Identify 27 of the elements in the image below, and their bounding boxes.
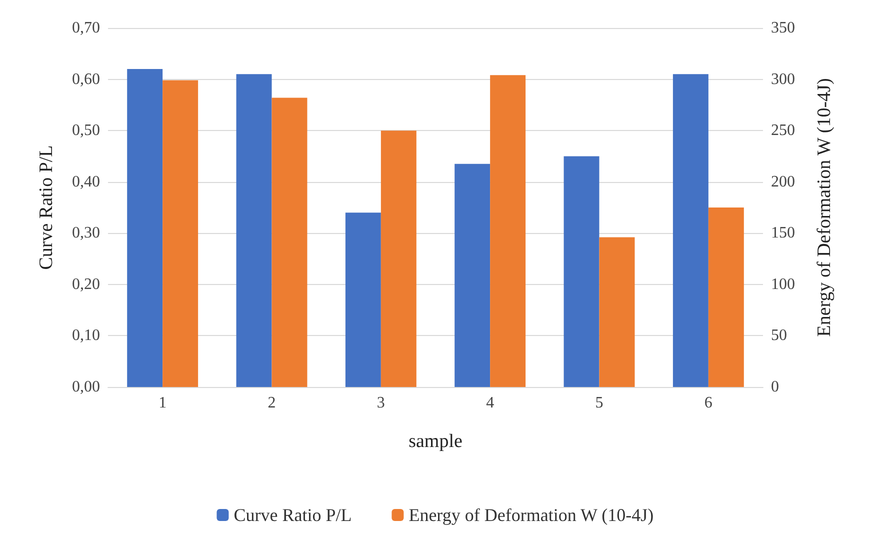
y2-tick-label: 100 — [771, 276, 795, 293]
y-tick-label: 0,70 — [72, 20, 100, 36]
y2-tick-label: 50 — [771, 327, 787, 344]
y2-axis-title: Energy of Deformation W (10-4J) — [814, 78, 835, 337]
y-tick-label: 0,00 — [72, 378, 100, 396]
y2-tick-label: 0 — [771, 378, 779, 396]
y2-tick-label: 250 — [771, 122, 795, 140]
y-tick-label: 0,10 — [72, 327, 100, 344]
y-tick-label: 0,30 — [72, 224, 100, 242]
y-axis-title: Curve Ratio P/L — [36, 145, 57, 270]
x-tick-label: 4 — [486, 394, 494, 412]
y2-tick-label: 300 — [771, 70, 795, 88]
x-tick-label: 1 — [158, 394, 167, 412]
y2-tick-label: 200 — [771, 173, 795, 190]
legend-label: Energy of Deformation W (10-4J) — [408, 505, 654, 525]
x-axis-title: sample — [408, 431, 462, 452]
x-tick-label: 5 — [595, 394, 604, 412]
y-tick-label: 0,20 — [72, 276, 100, 293]
x-tick-label: 3 — [376, 394, 385, 412]
y-tick-label: 0,50 — [72, 122, 100, 140]
x-tick-label: 2 — [268, 394, 276, 412]
y2-tick-label: 350 — [771, 20, 795, 36]
y-tick-label: 0,40 — [72, 173, 100, 190]
y2-tick-label: 150 — [771, 224, 795, 242]
x-tick-label: 6 — [704, 394, 712, 412]
y-tick-label: 0,60 — [72, 70, 100, 88]
legend-label: Curve Ratio P/L — [234, 505, 352, 525]
